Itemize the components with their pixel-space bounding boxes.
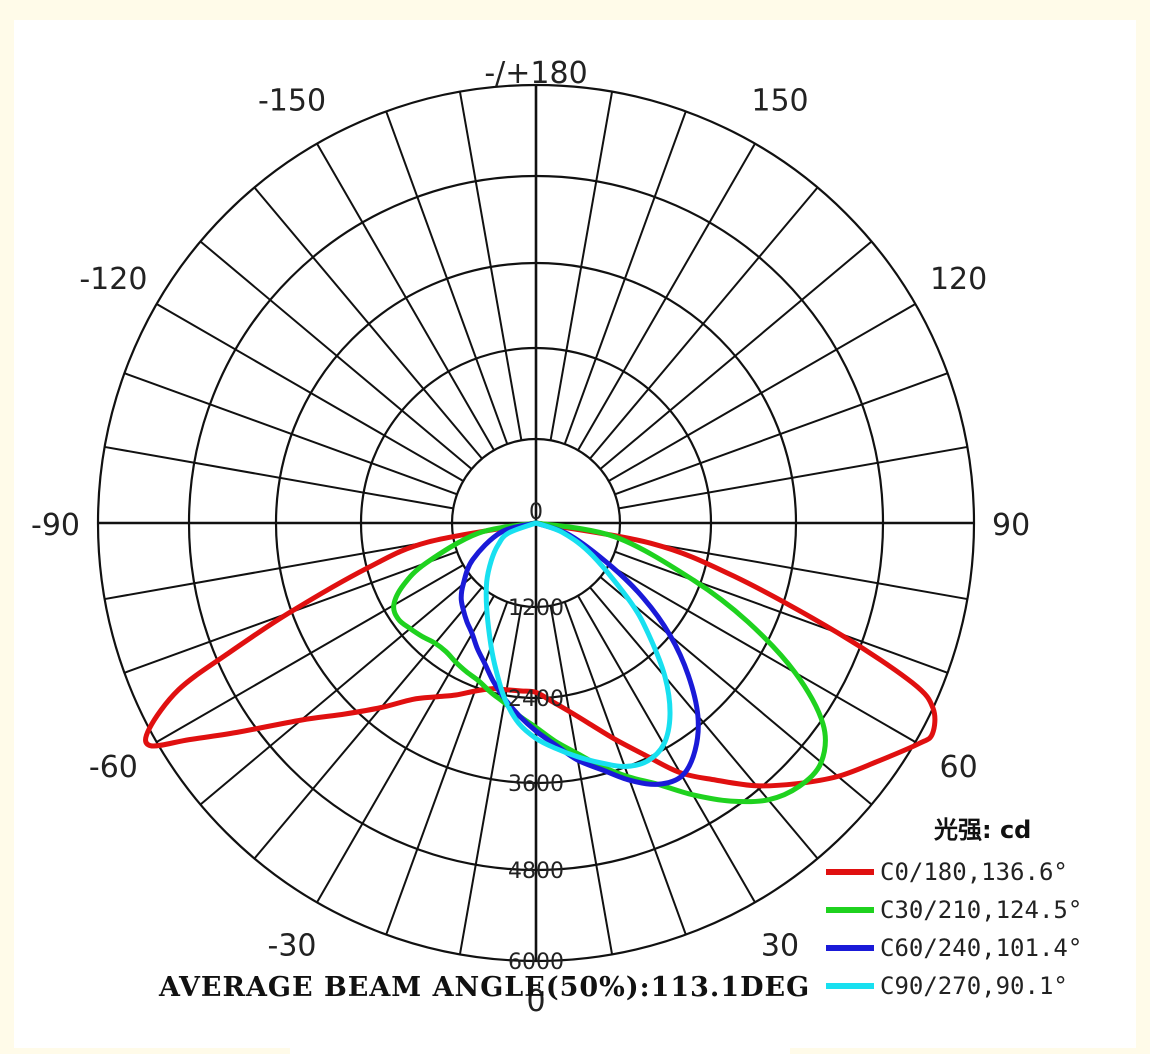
radial-tick-label: 1200 (508, 596, 564, 621)
angle-label: 0 (526, 984, 545, 1019)
grid-spoke (316, 143, 495, 451)
angle-label: 60 (940, 750, 978, 785)
grid-spoke (618, 445, 968, 510)
angle-label: 120 (930, 262, 987, 297)
grid-spoke (599, 240, 873, 470)
legend-entry: C0/180,136.6° (880, 858, 1068, 886)
grid-spoke (599, 576, 873, 806)
legend-entry: C90/270,90.1° (880, 972, 1068, 1000)
grid-spoke (589, 586, 819, 860)
polar-grid (96, 83, 976, 963)
legend-entry: C30/210,124.5° (880, 896, 1082, 924)
grid-spoke (608, 303, 916, 482)
grid-spoke (316, 595, 495, 903)
angle-label: 150 (751, 83, 808, 118)
series-curve-3 (483, 520, 673, 770)
grid-spoke (199, 240, 473, 470)
chart-frame: -/+180 -150 150 -120 120 -90 90 -60 60 -30 30 0 0 12… (14, 20, 1136, 1048)
radial-tick-label: 4800 (508, 859, 564, 884)
angle-label: -150 (258, 83, 326, 118)
radial-tick-labels: 0 1200 2400 3600 4800 6000 (508, 500, 564, 975)
series-curve-2 (458, 520, 701, 787)
grid-spoke (156, 303, 464, 482)
grid-spoke (614, 550, 948, 674)
angle-label: 30 (761, 929, 799, 964)
grid-spoke (104, 445, 454, 510)
legend-entry: C60/240,101.4° (880, 934, 1082, 962)
series-curve-1 (391, 520, 828, 805)
average-beam-angle-text: AVERAGE BEAM ANGLE(50%):113.1DEG (159, 972, 811, 1003)
bottom-strip (290, 1012, 790, 1054)
grid-spoke (577, 595, 756, 903)
grid-spoke (104, 536, 454, 601)
grid-spoke (549, 91, 614, 441)
angle-label: -/+180 (484, 56, 587, 91)
legend: 光强: cd C0/180,136.6° C30/210,124.5° C60/240… (826, 816, 1082, 1000)
angle-label: -60 (89, 750, 138, 785)
grid-spoke (199, 576, 473, 806)
grid-spoke (618, 536, 968, 601)
grid-spoke (385, 601, 509, 935)
grid-spoke (458, 91, 523, 441)
intensity-curves (143, 520, 938, 805)
grid-spoke (253, 186, 483, 460)
grid-spoke (614, 372, 948, 496)
radial-tick-label: 3600 (508, 772, 564, 797)
grid-spoke (124, 372, 458, 496)
grid-spoke (458, 605, 523, 955)
radial-tick-label: 0 (529, 500, 543, 525)
grid-spoke (385, 111, 509, 445)
radial-tick-label: 6000 (508, 950, 564, 975)
polar-light-distribution-chart: -/+180 -150 150 -120 120 -90 90 -60 60 -30 30 0 0 12… (31, 56, 1082, 1019)
grid-spoke (156, 564, 464, 743)
series-curve-0 (143, 520, 938, 789)
grid-spoke (253, 586, 483, 860)
angle-label: 90 (992, 508, 1030, 543)
grid-spoke (563, 111, 687, 445)
legend-title: 光强: cd (933, 816, 1031, 844)
angle-label: -90 (31, 508, 80, 543)
grid-spoke (589, 186, 819, 460)
angle-label: -120 (79, 262, 147, 297)
angle-labels: -/+180 -150 150 -120 120 -90 90 -60 60 -30 30 0 (31, 56, 1030, 1019)
grid-spoke (608, 564, 916, 743)
angle-label: -30 (268, 929, 317, 964)
radial-tick-label: 2400 (508, 687, 564, 712)
grid-spoke (549, 605, 614, 955)
grid-spoke (577, 143, 756, 451)
